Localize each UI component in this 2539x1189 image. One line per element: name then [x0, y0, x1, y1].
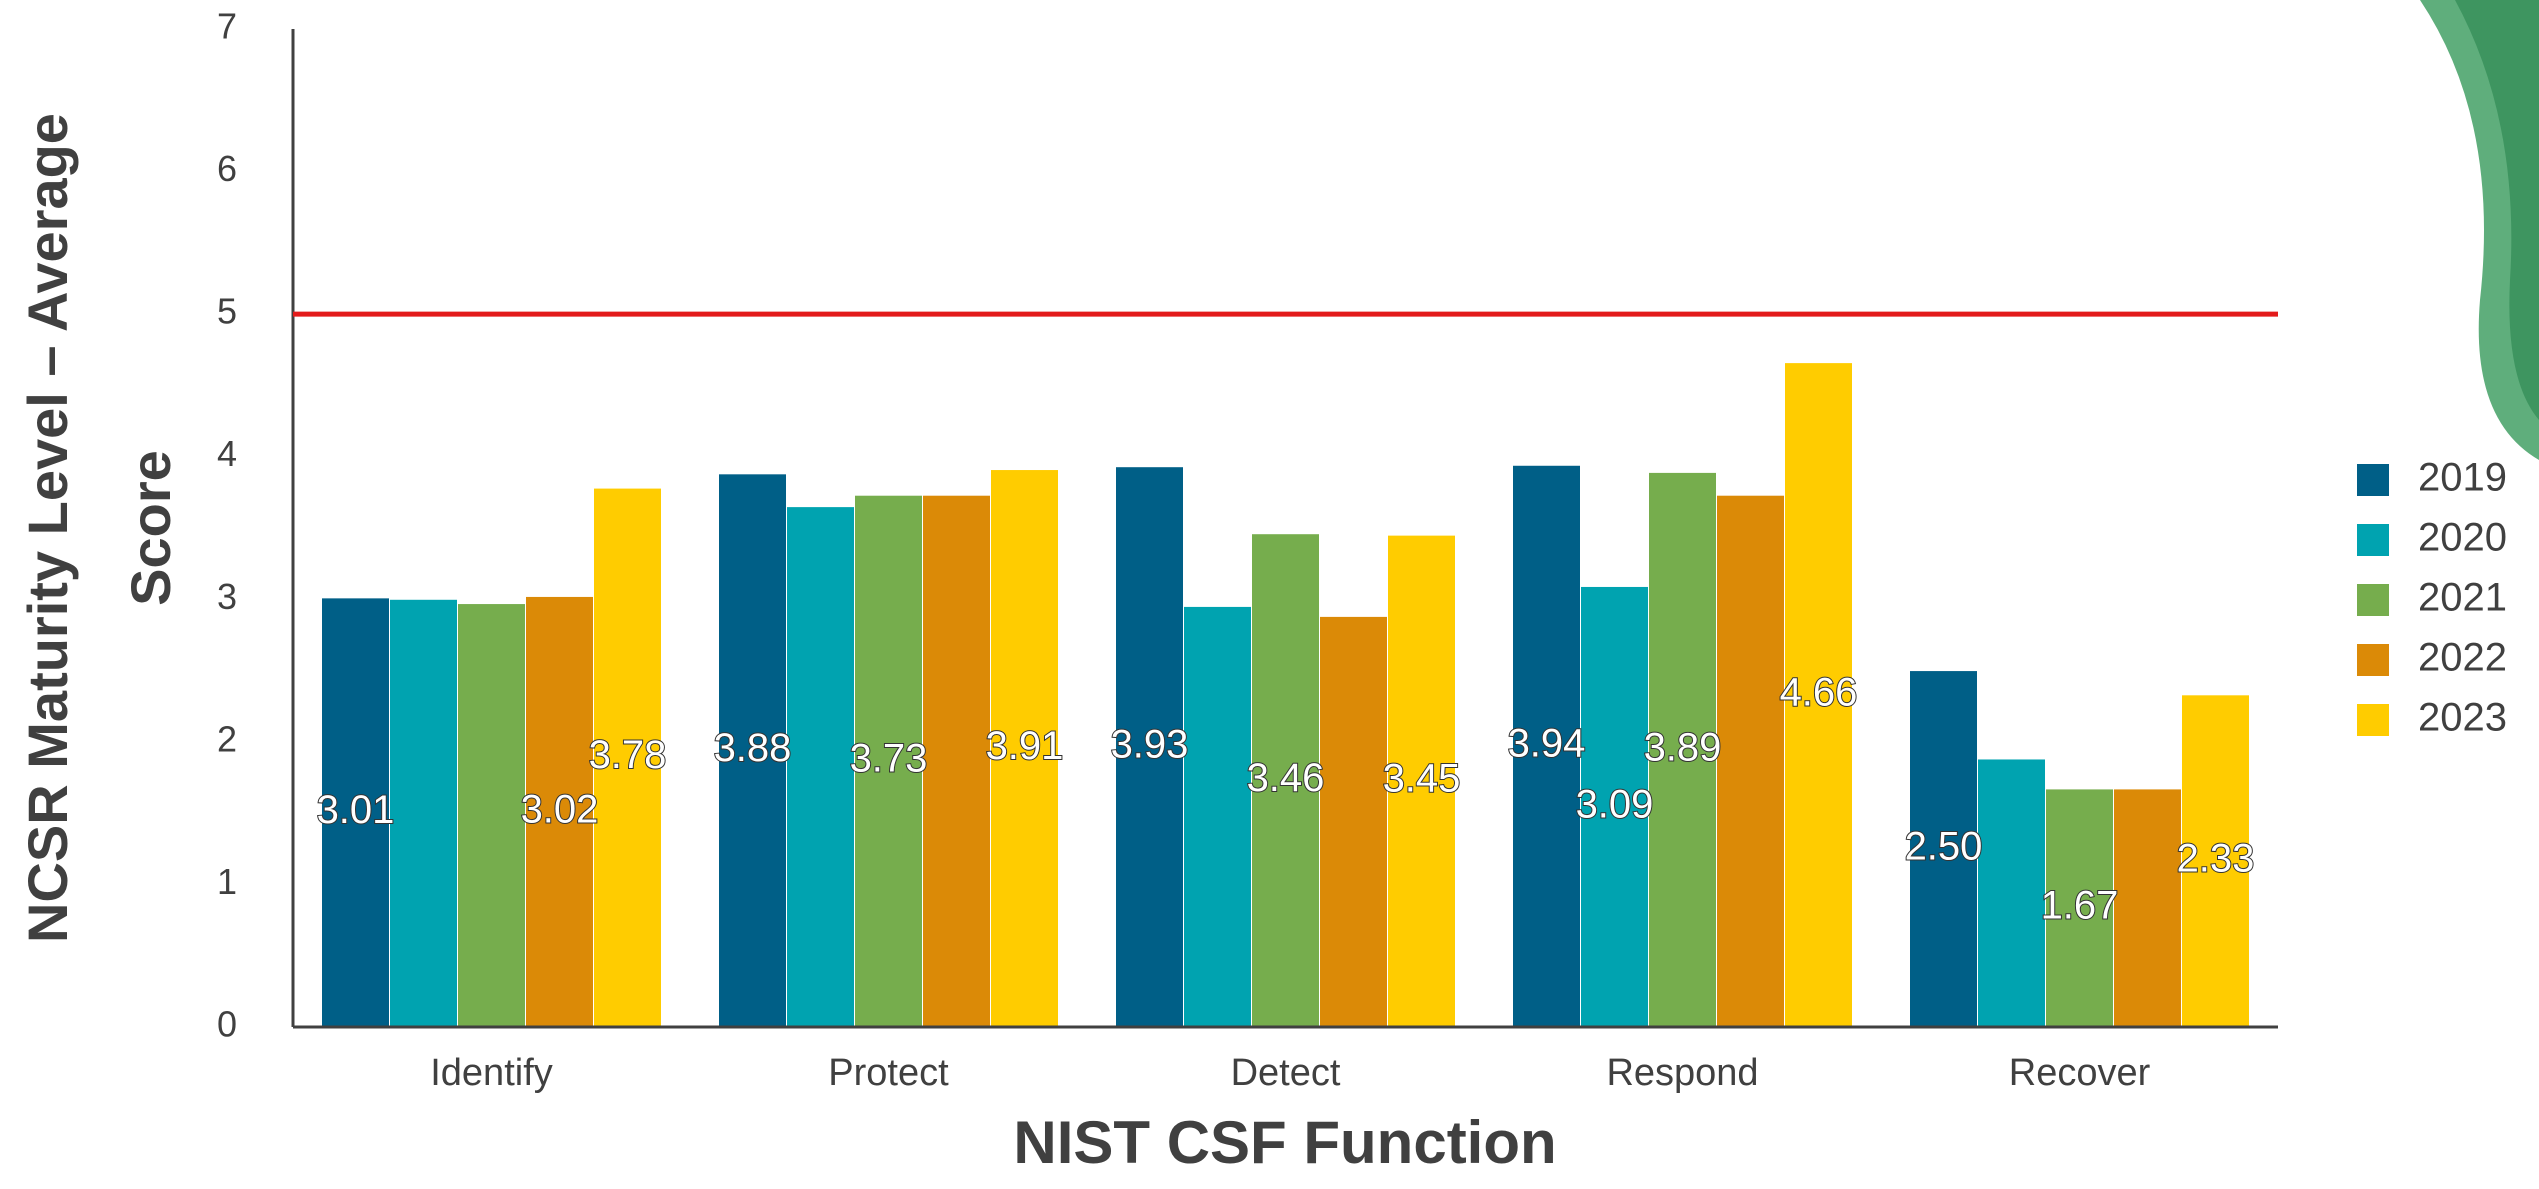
y-tick-label: 4: [217, 433, 237, 474]
y-tick-label: 2: [217, 718, 237, 759]
data-label: 3.89: [1644, 725, 1722, 769]
data-label: 3.91: [986, 724, 1064, 768]
data-label: 1.67: [2041, 884, 2119, 928]
y-tick-label: 6: [217, 148, 237, 189]
x-tick-label: Recover: [2009, 1052, 2151, 1094]
legend-label: 2019: [2418, 456, 2507, 500]
x-tick-label: Identify: [430, 1052, 553, 1094]
y-tick-label: 3: [217, 576, 237, 617]
x-tick-label: Protect: [828, 1052, 949, 1094]
bar: [2114, 789, 2182, 1027]
data-label: 3.88: [714, 726, 792, 770]
data-label: 3.93: [1111, 722, 1189, 766]
y-tick-label: 5: [217, 291, 237, 332]
y-tick-label: 0: [217, 1004, 237, 1045]
y-axis-title: NCSR Maturity Level – Average: [16, 113, 79, 943]
legend-label: 2021: [2418, 576, 2507, 620]
x-tick-label: Detect: [1231, 1052, 1341, 1094]
y-tick-label: 7: [217, 6, 237, 47]
data-label: 3.01: [317, 788, 395, 832]
bar: [1184, 606, 1252, 1027]
data-label: 2.50: [1905, 824, 1983, 868]
legend-swatch: [2357, 704, 2389, 736]
bar: [923, 495, 991, 1027]
data-label: 3.02: [521, 787, 599, 831]
legend-label: 2022: [2418, 636, 2507, 680]
data-label: 2.33: [2177, 836, 2255, 880]
bar: [1717, 495, 1785, 1027]
bar: [787, 507, 855, 1027]
legend-swatch: [2357, 464, 2389, 496]
x-axis-title: NIST CSF Function: [1013, 1109, 1556, 1176]
data-label: 3.09: [1576, 782, 1654, 826]
data-label: 3.46: [1247, 756, 1325, 800]
data-label: 3.78: [589, 733, 667, 777]
legend-swatch: [2357, 524, 2389, 556]
legend-label: 2020: [2418, 516, 2507, 560]
legend-swatch: [2357, 584, 2389, 616]
x-tick-label: Respond: [1606, 1052, 1758, 1094]
data-label: 3.73: [850, 737, 928, 781]
data-label: 4.66: [1780, 670, 1858, 714]
data-label: 3.94: [1508, 722, 1586, 766]
legend-label: 2023: [2418, 696, 2507, 740]
data-label: 3.45: [1383, 757, 1461, 801]
y-tick-label: 1: [217, 861, 237, 902]
bar: [390, 599, 458, 1027]
bar: [1978, 759, 2046, 1027]
bar: [1320, 616, 1388, 1027]
bar: [458, 604, 526, 1027]
legend-swatch: [2357, 644, 2389, 676]
chart: NIST CSF Function NCSR Maturity Level – …: [0, 0, 2539, 1189]
y-axis-title: Score: [119, 450, 182, 606]
